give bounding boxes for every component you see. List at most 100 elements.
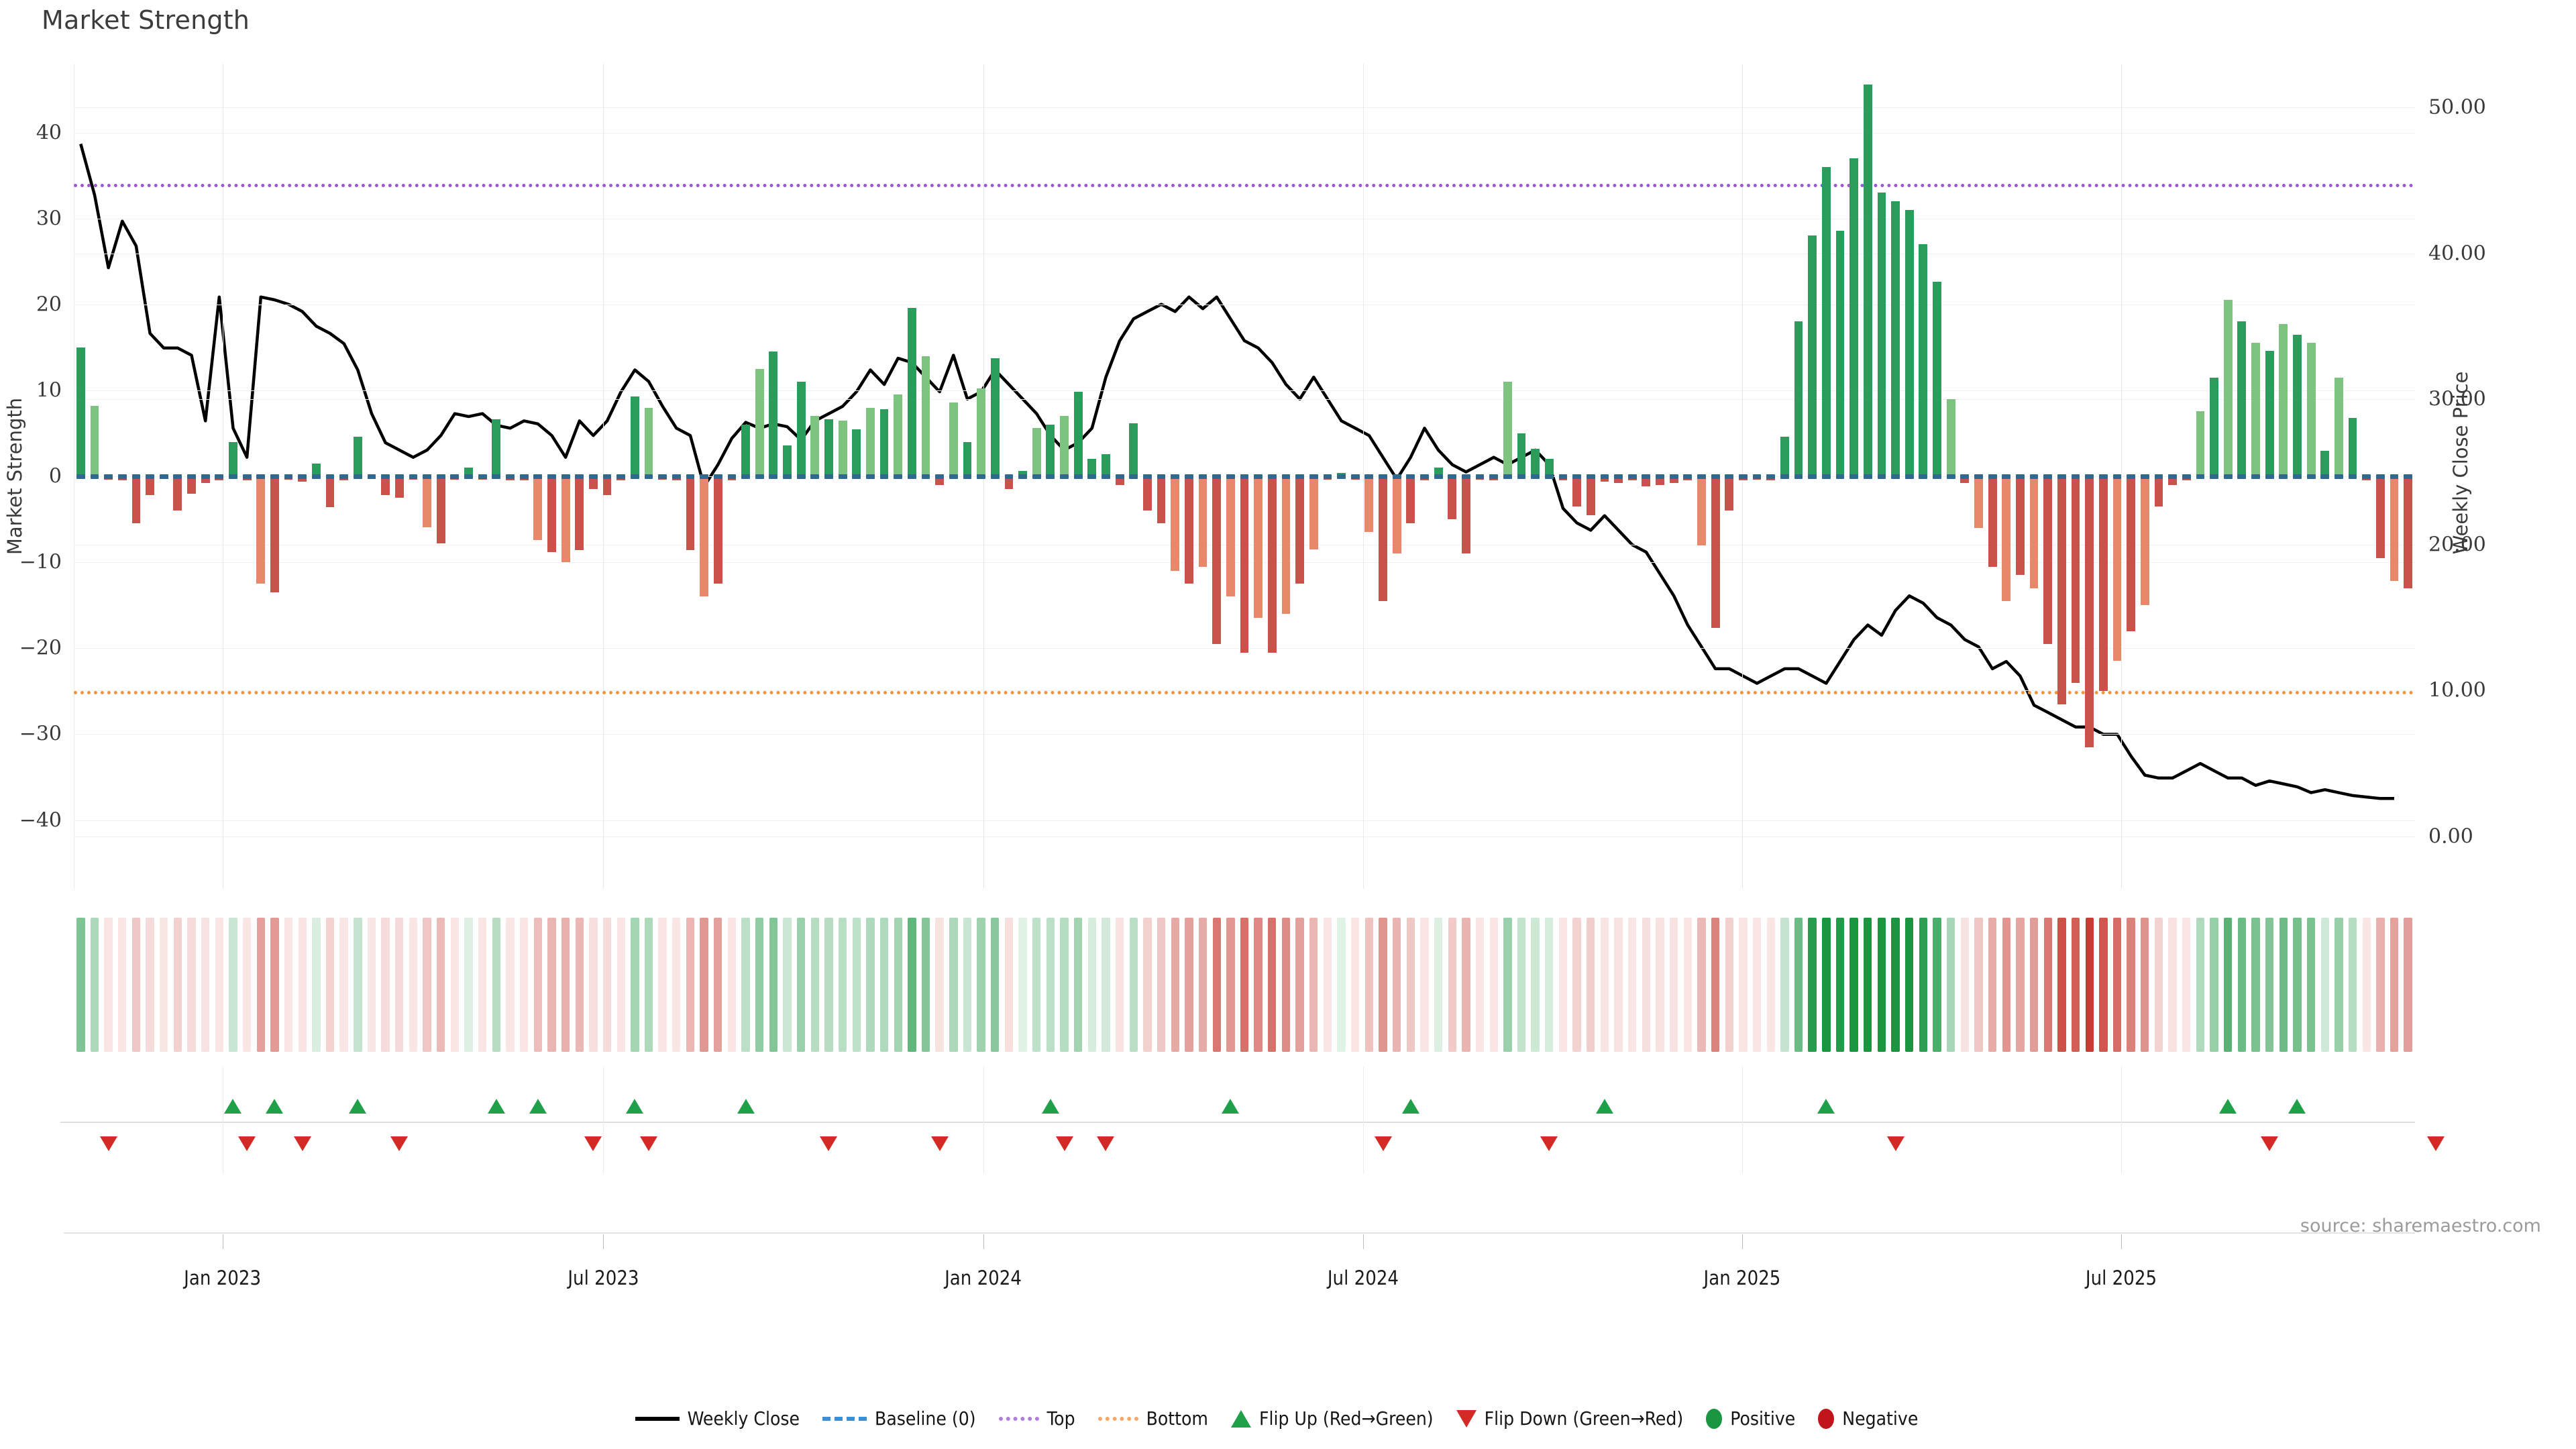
heatmap-cell	[1780, 918, 1789, 1052]
flip-down-marker	[99, 1136, 117, 1151]
strength-bar	[2293, 334, 2302, 476]
baseline-marker	[1503, 474, 1512, 479]
legend-item[interactable]: Flip Down (Green→Red)	[1456, 1407, 1683, 1430]
chart-legend: Weekly Close Baseline (0) Top Bottom Flip Up…	[0, 1407, 2576, 1430]
strength-bar	[589, 476, 598, 490]
heatmap-cell	[450, 918, 460, 1052]
heatmap-cell	[1448, 918, 1456, 1052]
baseline-marker	[1586, 474, 1595, 479]
baseline-marker	[270, 474, 279, 479]
y-tick-label-left: −20	[19, 636, 62, 660]
baseline-marker	[1780, 474, 1789, 479]
heatmap-cell	[492, 918, 501, 1052]
baseline-marker	[2334, 474, 2343, 479]
strength-bar	[1171, 476, 1180, 571]
baseline-marker	[1087, 474, 1097, 479]
baseline-marker	[977, 474, 986, 479]
baseline-marker	[1669, 474, 1678, 479]
heatmap-cell	[631, 918, 639, 1052]
legend-item[interactable]: Flip Up (Red→Green)	[1230, 1407, 1434, 1430]
legend-item[interactable]: Bottom	[1097, 1407, 1208, 1430]
strength-bar	[2320, 450, 2330, 476]
x-tick-label: Jul 2025	[2085, 1267, 2157, 1289]
heatmap-cell	[1212, 918, 1221, 1052]
heatmap-cell	[2210, 918, 2218, 1052]
heatmap-cell	[894, 918, 902, 1052]
baseline-marker	[1046, 474, 1055, 479]
heatmap-cell	[2348, 918, 2357, 1052]
baseline-marker	[478, 474, 487, 479]
flip-up-marker	[626, 1099, 644, 1114]
baseline-marker	[2390, 474, 2399, 479]
baseline-marker	[381, 474, 390, 479]
strength-bar	[1586, 476, 1595, 515]
baseline-marker	[1725, 474, 1734, 479]
baseline-marker	[298, 474, 307, 479]
heatmap-cell	[1947, 918, 1955, 1052]
legend-item[interactable]: Weekly Close	[635, 1407, 800, 1430]
baseline-marker	[1337, 474, 1346, 479]
x-tick-label: Jul 2023	[568, 1267, 639, 1289]
baseline-marker	[1946, 474, 1955, 479]
strength-bar	[2043, 476, 2053, 644]
baseline-marker	[339, 474, 349, 479]
flip-down-marker	[390, 1136, 409, 1151]
legend-label: Baseline (0)	[875, 1407, 976, 1430]
baseline-marker	[575, 474, 584, 479]
strength-bar	[1821, 166, 1831, 476]
strength-bar	[533, 476, 543, 540]
flip-down-marker	[238, 1136, 256, 1151]
baseline-marker	[1379, 474, 1387, 479]
strength-bar	[1877, 193, 1886, 476]
baseline-marker	[2029, 474, 2039, 479]
strength-bar	[1198, 476, 1208, 567]
legend-label: Bottom	[1146, 1407, 1208, 1430]
heatmap-cell	[160, 918, 168, 1052]
strength-bar	[2140, 476, 2149, 606]
baseline-marker	[1960, 474, 1970, 479]
baseline-marker	[2043, 474, 2053, 479]
baseline-marker	[1752, 474, 1762, 479]
heatmap-cell	[1240, 918, 1249, 1052]
baseline-marker	[1739, 474, 1748, 479]
strength-bar	[353, 437, 362, 476]
heatmap-cell	[1143, 918, 1152, 1052]
flip-row-gridline	[2121, 1067, 2122, 1174]
legend-item[interactable]: Top	[998, 1407, 1075, 1430]
baseline-marker	[2098, 474, 2108, 479]
heatmap-cell	[2320, 918, 2329, 1052]
legend-item[interactable]: Positive	[1706, 1407, 1795, 1430]
baseline-marker	[810, 474, 820, 479]
legend-item[interactable]: Baseline (0)	[822, 1407, 976, 1430]
heatmap-cell	[1503, 918, 1512, 1052]
baseline-marker	[464, 474, 473, 479]
heatmap-cell	[2071, 918, 2080, 1052]
baseline-marker	[146, 474, 154, 479]
strength-bar	[1725, 476, 1734, 511]
baseline-marker	[1849, 474, 1859, 479]
heatmap-cell	[1794, 918, 1803, 1052]
gridline-right	[74, 398, 2415, 400]
flip-row-gridline	[983, 1067, 984, 1174]
heatmap-cell	[2237, 918, 2247, 1052]
baseline-marker	[713, 474, 722, 479]
heatmap-cell	[423, 918, 431, 1052]
baseline-marker	[644, 474, 653, 479]
baseline-marker	[2016, 474, 2025, 479]
baseline-marker	[700, 474, 708, 479]
strength-bar	[700, 476, 708, 597]
strength-bar	[2237, 321, 2247, 476]
top-reference-line	[74, 184, 2415, 188]
legend-item[interactable]: Negative	[1818, 1407, 1918, 1430]
flip-row-gridline	[603, 1067, 604, 1174]
weekly-close-line	[79, 143, 2394, 800]
baseline-marker	[1254, 474, 1263, 479]
baseline-marker	[755, 474, 764, 479]
baseline-marker	[215, 474, 224, 479]
baseline-marker	[2375, 474, 2385, 479]
baseline-marker	[187, 474, 196, 479]
heatmap-cell	[146, 918, 154, 1052]
strength-bar	[1060, 416, 1069, 476]
strength-bar	[2265, 350, 2274, 476]
heatmap-cell	[1489, 918, 1498, 1052]
